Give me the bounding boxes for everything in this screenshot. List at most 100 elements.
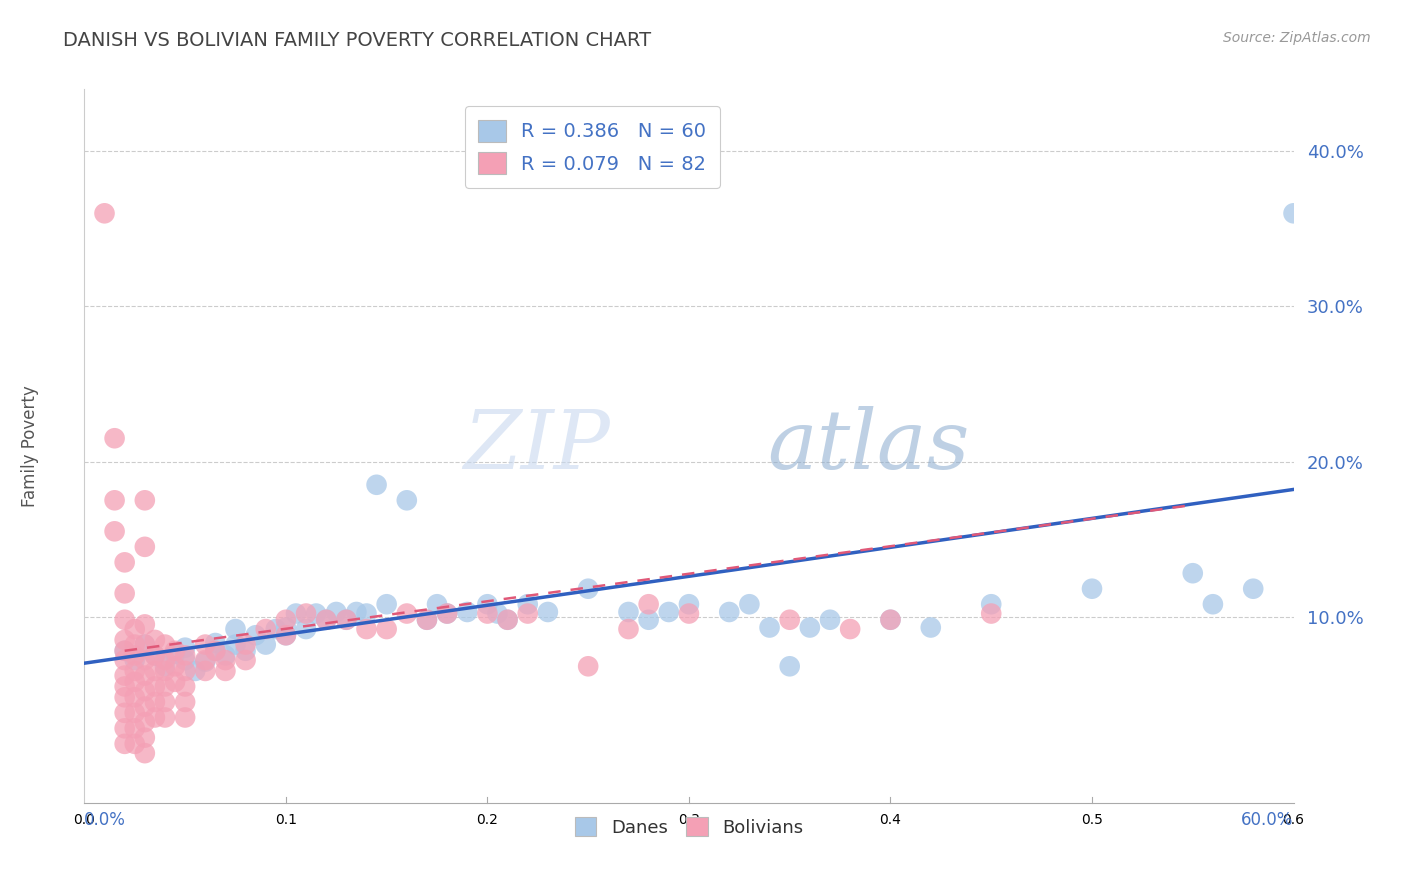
Point — [134, 493, 156, 508]
Point — [678, 597, 700, 611]
Point — [104, 493, 127, 508]
Point — [114, 668, 136, 682]
Text: ZIP: ZIP — [464, 406, 610, 486]
Point — [174, 640, 197, 655]
Point — [134, 746, 156, 760]
Point — [486, 607, 509, 621]
Point — [1081, 582, 1104, 596]
Point — [104, 524, 127, 539]
Point — [143, 648, 166, 663]
Point — [194, 653, 217, 667]
Point — [114, 706, 136, 720]
Point — [456, 605, 478, 619]
Point — [114, 690, 136, 705]
Point — [204, 644, 226, 658]
Point — [576, 582, 599, 596]
Point — [143, 664, 166, 678]
Point — [134, 617, 156, 632]
Point — [124, 653, 146, 667]
Point — [879, 613, 901, 627]
Point — [114, 632, 136, 647]
Point — [637, 597, 659, 611]
Point — [738, 597, 761, 611]
Point — [114, 722, 136, 736]
Point — [678, 607, 700, 621]
Point — [235, 638, 257, 652]
Point — [114, 613, 136, 627]
Point — [174, 653, 197, 667]
Point — [194, 664, 217, 678]
Point — [799, 620, 821, 634]
Point — [1181, 566, 1204, 581]
Point — [315, 613, 337, 627]
Point — [153, 680, 176, 694]
Point — [1202, 597, 1225, 611]
Point — [395, 493, 418, 508]
Point — [134, 715, 156, 730]
Point — [818, 613, 841, 627]
Point — [617, 622, 640, 636]
Point — [537, 605, 560, 619]
Point — [658, 605, 681, 619]
Point — [637, 613, 659, 627]
Point — [114, 644, 136, 658]
Point — [274, 628, 297, 642]
Point — [1282, 206, 1305, 220]
Point — [143, 695, 166, 709]
Point — [617, 605, 640, 619]
Point — [114, 653, 136, 667]
Point — [143, 632, 166, 647]
Point — [375, 597, 398, 611]
Point — [335, 613, 357, 627]
Point — [325, 605, 347, 619]
Legend: Danes, Bolivians: Danes, Bolivians — [568, 810, 810, 844]
Point — [225, 638, 247, 652]
Point — [718, 605, 741, 619]
Point — [436, 607, 458, 621]
Point — [214, 664, 236, 678]
Text: DANISH VS BOLIVIAN FAMILY POVERTY CORRELATION CHART: DANISH VS BOLIVIAN FAMILY POVERTY CORREL… — [63, 31, 651, 50]
Point — [104, 431, 127, 445]
Point — [204, 636, 226, 650]
Text: atlas: atlas — [768, 406, 970, 486]
Point — [980, 607, 1002, 621]
Point — [114, 586, 136, 600]
Point — [165, 659, 187, 673]
Point — [124, 648, 146, 663]
Point — [235, 644, 257, 658]
Point — [356, 622, 378, 636]
Point — [134, 540, 156, 554]
Point — [285, 607, 308, 621]
Point — [779, 659, 801, 673]
Text: Source: ZipAtlas.com: Source: ZipAtlas.com — [1223, 31, 1371, 45]
Point — [134, 638, 156, 652]
Point — [366, 477, 388, 491]
Point — [477, 597, 499, 611]
Point — [165, 674, 187, 689]
Point — [779, 613, 801, 627]
Point — [980, 597, 1002, 611]
Point — [184, 664, 207, 678]
Point — [295, 622, 318, 636]
Text: 0.0%: 0.0% — [84, 811, 127, 829]
Point — [124, 664, 146, 678]
Point — [174, 680, 197, 694]
Point — [295, 607, 318, 621]
Point — [114, 737, 136, 751]
Point — [194, 655, 217, 669]
Point — [134, 638, 156, 652]
Point — [214, 648, 236, 663]
Point — [153, 638, 176, 652]
Point — [114, 555, 136, 569]
Point — [274, 620, 297, 634]
Point — [174, 648, 197, 663]
Point — [254, 622, 277, 636]
Point — [496, 613, 519, 627]
Point — [315, 613, 337, 627]
Point — [477, 607, 499, 621]
Point — [225, 622, 247, 636]
Text: 60.0%: 60.0% — [1241, 811, 1294, 829]
Point — [758, 620, 780, 634]
Point — [174, 664, 197, 678]
Point — [416, 613, 439, 627]
